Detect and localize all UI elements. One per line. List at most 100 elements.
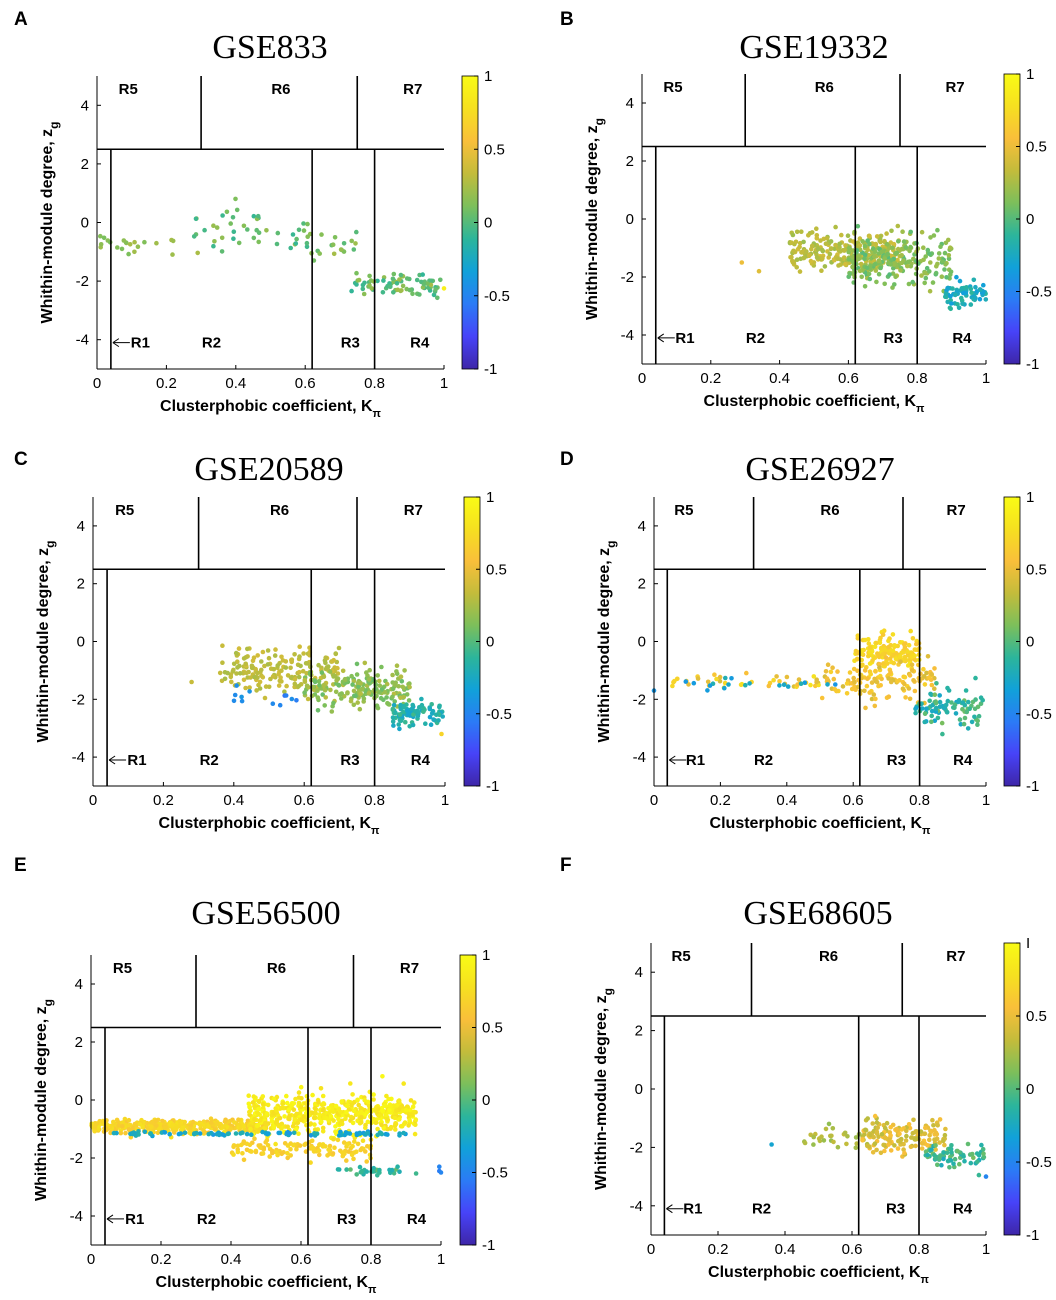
scatter-points bbox=[89, 1074, 444, 1178]
x-axis-label: Clusterphobic coefficient, Kπ bbox=[704, 393, 925, 415]
data-point bbox=[232, 692, 238, 698]
data-point bbox=[388, 1103, 393, 1109]
data-point bbox=[872, 1141, 878, 1146]
data-point bbox=[285, 1100, 290, 1106]
data-point bbox=[114, 1117, 120, 1123]
data-point bbox=[912, 647, 918, 652]
data-point bbox=[108, 1130, 113, 1136]
data-point bbox=[960, 706, 965, 712]
data-point bbox=[407, 287, 413, 293]
data-point bbox=[869, 696, 875, 702]
data-point bbox=[862, 252, 868, 258]
x-tick-label: 0.2 bbox=[700, 370, 721, 387]
data-point bbox=[390, 706, 396, 712]
x-tick-label: 0.4 bbox=[775, 1241, 796, 1258]
data-point bbox=[256, 1143, 262, 1148]
data-point bbox=[291, 1142, 296, 1148]
data-point bbox=[345, 690, 350, 695]
data-point bbox=[846, 245, 852, 251]
data-point bbox=[365, 1144, 370, 1149]
data-point bbox=[220, 1132, 225, 1137]
data-point bbox=[350, 1120, 356, 1126]
data-point bbox=[212, 1127, 218, 1132]
data-point bbox=[338, 247, 344, 252]
data-point bbox=[766, 683, 772, 689]
y-tick-label: 0 bbox=[75, 1092, 83, 1109]
data-point bbox=[939, 1162, 944, 1168]
y-tick-label: -4 bbox=[630, 1198, 643, 1215]
data-point bbox=[853, 1135, 859, 1140]
data-point bbox=[363, 1149, 368, 1154]
data-point bbox=[903, 245, 909, 250]
colorbar-tick-label: 1 bbox=[486, 489, 494, 506]
data-point bbox=[387, 1167, 392, 1173]
data-point bbox=[304, 671, 309, 676]
data-point bbox=[232, 1120, 237, 1125]
data-point bbox=[881, 1142, 886, 1148]
data-point bbox=[843, 243, 848, 248]
data-point bbox=[941, 1150, 946, 1155]
data-point bbox=[867, 650, 872, 655]
data-point bbox=[846, 257, 852, 262]
data-point bbox=[929, 708, 935, 714]
x-tick-label: 0.8 bbox=[907, 370, 928, 387]
data-point bbox=[983, 297, 989, 302]
x-tick-label: 1 bbox=[982, 792, 990, 809]
data-point bbox=[717, 674, 723, 680]
region-label-r1: R1 bbox=[675, 330, 694, 347]
data-point bbox=[390, 715, 396, 720]
data-point bbox=[354, 1172, 360, 1177]
data-point bbox=[930, 280, 936, 285]
data-point bbox=[872, 703, 878, 709]
data-point bbox=[415, 709, 421, 715]
data-point bbox=[335, 665, 340, 671]
y-tick-label: -4 bbox=[76, 332, 89, 349]
panel-c: C GSE20589 0 0.2 0.4 0.6 0.8 1 4 2 0 -2 -4 Clusterpho… bbox=[14, 449, 512, 837]
data-point bbox=[315, 688, 320, 693]
data-point bbox=[305, 661, 310, 666]
data-point bbox=[360, 687, 365, 692]
data-point bbox=[202, 227, 207, 233]
data-point bbox=[392, 1115, 398, 1121]
data-point bbox=[262, 1120, 268, 1126]
data-point bbox=[241, 1123, 246, 1129]
colorbar-tick-label: I bbox=[1026, 935, 1030, 952]
data-point bbox=[874, 640, 879, 646]
y-tick-label: 4 bbox=[635, 964, 643, 981]
data-point bbox=[903, 695, 908, 700]
data-point bbox=[153, 1118, 159, 1123]
data-point bbox=[320, 692, 326, 697]
data-point bbox=[256, 682, 261, 688]
data-point bbox=[877, 640, 883, 645]
data-point bbox=[319, 232, 324, 237]
data-point bbox=[794, 257, 800, 263]
data-point bbox=[860, 239, 865, 244]
data-point bbox=[890, 648, 896, 654]
data-point bbox=[360, 1138, 366, 1143]
data-point bbox=[434, 712, 439, 717]
data-point bbox=[351, 702, 357, 708]
data-point bbox=[425, 281, 430, 287]
data-point bbox=[814, 255, 820, 260]
data-point bbox=[921, 666, 926, 672]
y-tick-label: 4 bbox=[81, 97, 89, 114]
data-point bbox=[170, 252, 175, 257]
data-point bbox=[356, 277, 362, 283]
data-point bbox=[264, 1111, 270, 1116]
panel-b: B GSE19332 0 0.2 0.4 0.6 0.8 1 4 2 0 -2 -4 Clusterpho… bbox=[560, 9, 1052, 415]
data-point bbox=[878, 683, 883, 688]
data-point bbox=[361, 696, 367, 701]
data-point bbox=[675, 676, 680, 682]
data-point bbox=[886, 644, 891, 650]
data-point bbox=[781, 682, 787, 687]
region-label-r6: R6 bbox=[819, 948, 838, 965]
data-point bbox=[851, 675, 856, 681]
region-label-r3: R3 bbox=[884, 330, 903, 347]
data-point bbox=[321, 682, 327, 688]
data-point bbox=[144, 1120, 150, 1126]
data-point bbox=[863, 1127, 868, 1133]
data-point bbox=[219, 249, 225, 254]
data-point bbox=[814, 679, 819, 685]
y-tick-label: -4 bbox=[621, 327, 634, 344]
data-point bbox=[357, 1164, 363, 1170]
